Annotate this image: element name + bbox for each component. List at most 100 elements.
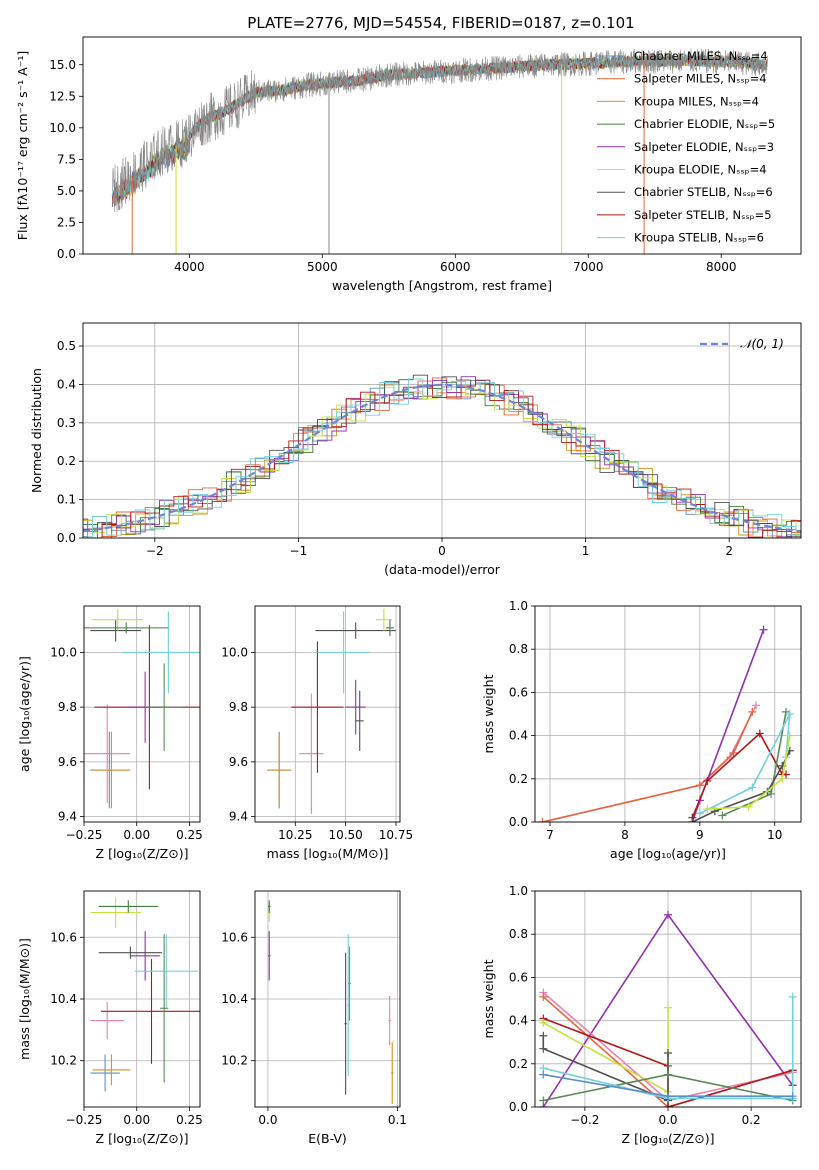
x-tick-label: 5000 (307, 260, 338, 274)
y-tick-label: 9.4 (58, 810, 77, 824)
y-tick-label: 0.6 (509, 970, 528, 984)
legend-label: Chabrier MILES, Nₛₛₚ=4 (634, 49, 768, 63)
x-tick-label: 7000 (573, 260, 604, 274)
mass-weight-marker (744, 802, 753, 811)
plot-area (90, 897, 200, 1092)
y-tick-label: 10.0 (221, 645, 248, 659)
y-tick-label: 9.4 (229, 810, 248, 824)
mass-weight-marker (539, 1070, 548, 1079)
mass-weight-line (707, 735, 791, 810)
x-axis-label: E(B-V) (308, 1131, 347, 1146)
x-axis-label: Z [log₁₀(Z/Z⊙)] (96, 846, 189, 861)
y-tick-label: 0.5 (57, 339, 76, 353)
y-tick-label: 10.4 (50, 992, 77, 1006)
plot-area (539, 910, 797, 1107)
y-tick-label: 12.5 (49, 89, 76, 103)
y-tick-label: 0.2 (509, 772, 528, 786)
x-axis-label: Z [log₁₀(Z/Z⊙)] (622, 1131, 715, 1146)
x-tick-label: −0.25 (66, 828, 103, 842)
plot-area (538, 625, 794, 822)
axes-frame (83, 890, 201, 1108)
x-axis-label: wavelength [Angstrom, rest frame] (332, 278, 552, 293)
mass-weight-line (721, 711, 787, 817)
mass-weight-marker (664, 1003, 672, 1012)
plot-area (267, 608, 396, 814)
mass-weight-marker (759, 625, 768, 634)
residual-histogram (83, 386, 801, 535)
x-tick-label: 8000 (706, 260, 737, 274)
weight-vs-metallicity-panel: −0.2 0.0 0.2 0.0 0.2 0.4 0.6 0.8 1.0 Z [log₁₀(Z/Z… (481, 884, 802, 1146)
mass-weight-marker (539, 1096, 548, 1105)
y-tick-label: 1.0 (509, 599, 528, 613)
y-axis-label: mass weight (481, 674, 496, 753)
mass-weight-marker (729, 748, 738, 757)
legend-label: Chabrier ELODIE, Nₛₛₚ=5 (634, 117, 775, 131)
residual-histogram (83, 374, 801, 538)
legend-label: Kroupa MILES, Nₛₛₚ=4 (634, 94, 759, 108)
y-tick-label: 10.6 (221, 930, 248, 944)
mass-weight-marker (703, 776, 712, 785)
mass-weight-marker (538, 818, 547, 822)
y-tick-label: 10.4 (221, 992, 248, 1006)
x-tick-label: 0.00 (123, 828, 150, 842)
axes-frame (82, 322, 802, 539)
y-tick-label: 0.0 (57, 247, 76, 261)
x-tick-label: 0.25 (176, 828, 203, 842)
x-axis-label: Z [log₁₀(Z/Z⊙)] (96, 1131, 189, 1146)
mass-weight-marker (695, 809, 704, 818)
mass-weight-line (542, 711, 754, 822)
age-vs-metallicity-panel: −0.25 0.00 0.25 9.4 9.6 9.8 10.0 Z [log₁₀(Z/Z⊙)… (17, 605, 203, 861)
axes-frame (82, 36, 802, 255)
mass-weight-marker (748, 707, 757, 716)
y-tick-label: 0.3 (57, 416, 76, 430)
x-tick-label: 0.2 (742, 1113, 761, 1127)
x-tick-label: −0.2 (570, 1113, 599, 1127)
mass-weight-marker (695, 781, 704, 790)
y-tick-label: 9.6 (58, 755, 77, 769)
y-tick-label: 5.0 (57, 184, 76, 198)
mass-weight-marker (664, 1070, 672, 1079)
mass-weight-marker (664, 910, 672, 919)
y-tick-label: 9.8 (58, 700, 77, 714)
mass-weight-marker (664, 1049, 672, 1057)
y-tick-label: 10.0 (49, 121, 76, 135)
legend-label: Kroupa ELODIE, Nₛₛₚ=4 (634, 163, 767, 177)
plot-area (267, 900, 394, 1104)
legend-label: Salpeter ELODIE, Nₛₛₚ=3 (634, 140, 774, 154)
plot-area (84, 608, 200, 809)
y-tick-label: 0.1 (57, 493, 76, 507)
figure-title: PLATE=2776, MJD=54554, FIBERID=0187, z=0… (247, 14, 634, 32)
y-tick-label: 0.2 (57, 454, 76, 468)
y-tick-label: 0.4 (509, 729, 528, 743)
residuals-panel: −2 −1 0 1 2 0.0 0.1 0.2 0.3 0.4 0.5 (data-model)/er… (29, 322, 802, 577)
mass-weight-marker (752, 701, 761, 710)
axes-frame (254, 890, 401, 1108)
legend-label: Kroupa STELIB, Nₛₛₚ=6 (634, 231, 764, 245)
y-tick-label: 0.0 (57, 531, 76, 545)
mass-weight-marker (539, 1031, 548, 1040)
y-tick-label: 10.2 (221, 1054, 248, 1068)
axes-frame (534, 605, 802, 823)
x-tick-label: 0.00 (123, 1113, 150, 1127)
gaussian-curve (83, 383, 801, 533)
mass-weight-marker (539, 992, 548, 1001)
axes-frame (254, 605, 401, 823)
y-tick-label: 9.8 (229, 700, 248, 714)
axes-frame (534, 890, 802, 1108)
y-tick-label: 0.6 (509, 685, 528, 699)
x-tick-label: 8 (621, 828, 629, 842)
mass-weight-line (542, 705, 757, 822)
x-tick-label: 0.1 (388, 1113, 407, 1127)
legend-label: 𝒩(0, 1) (740, 337, 784, 351)
mass-weight-marker (788, 1092, 797, 1101)
x-tick-label: 10.25 (278, 828, 312, 842)
x-tick-label: 0.0 (258, 1113, 277, 1127)
y-tick-label: 10.6 (50, 930, 77, 944)
x-tick-label: 9 (696, 828, 704, 842)
spectrum-panel: 4000 5000 6000 7000 8000 0.0 2.5 5.0 7.5 10.0 12.5… (15, 36, 802, 293)
x-tick-label: 4000 (174, 260, 205, 274)
x-tick-label: 0 (438, 544, 446, 558)
x-tick-label: 0.0 (658, 1113, 677, 1127)
x-tick-label: 2 (725, 544, 733, 558)
mass-weight-marker (688, 818, 697, 822)
